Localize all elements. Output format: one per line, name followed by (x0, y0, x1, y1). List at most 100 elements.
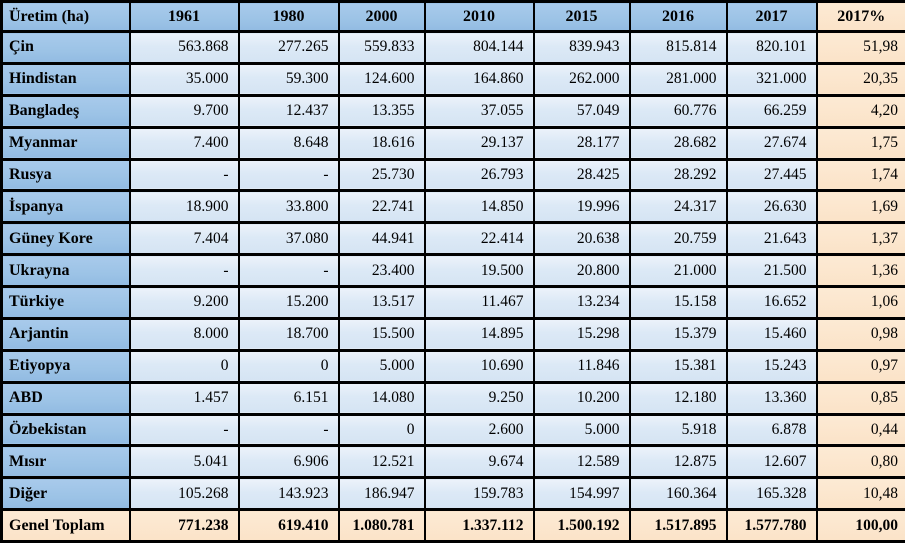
data-cell: 124.600 (337, 61, 426, 97)
data-cell: 35.000 (128, 61, 240, 97)
data-cell: 15.460 (725, 316, 818, 352)
data-cell: 5.918 (628, 412, 728, 448)
data-cell: 321.000 (725, 61, 818, 97)
data-cell: 105.268 (128, 476, 240, 512)
data-cell: 29.137 (423, 125, 535, 161)
percent-cell: 0,85 (815, 380, 905, 416)
data-cell: 21.000 (628, 253, 728, 288)
data-cell: 15.298 (532, 316, 631, 352)
data-cell: 1.080.781 (337, 508, 426, 543)
data-cell: 14.850 (423, 189, 535, 225)
column-header-year: 1980 (237, 0, 340, 33)
percent-cell: 0,98 (815, 316, 905, 352)
data-cell: 37.055 (423, 93, 535, 129)
data-cell: 0 (237, 348, 340, 384)
data-cell: 14.080 (337, 380, 426, 416)
row-label-cell: Çin (0, 30, 131, 65)
data-cell: 11.467 (423, 285, 535, 320)
data-cell: 619.410 (237, 508, 340, 543)
data-cell: 159.783 (423, 476, 535, 512)
table-row: Myanmar 7.400 8.648 18.616 29.137 28.177 28.68… (0, 125, 905, 161)
row-label-cell: Etiyopya (0, 348, 131, 384)
data-cell: - (128, 412, 240, 448)
data-cell: 8.000 (128, 316, 240, 352)
data-cell: 6.151 (237, 380, 340, 416)
data-cell: 143.923 (237, 476, 340, 512)
table-row: Güney Kore 7.404 37.080 44.941 22.414 20.638 2… (0, 221, 905, 257)
header-row: Üretim (ha) 1961 1980 2000 2010 2015 2016 2017 2… (0, 0, 905, 33)
data-cell: 12.589 (532, 444, 631, 480)
data-cell: 15.200 (237, 285, 340, 320)
data-cell: - (237, 157, 340, 193)
data-cell: 44.941 (337, 221, 426, 257)
row-label-cell: Türkiye (0, 285, 131, 320)
data-cell: 839.943 (532, 30, 631, 65)
data-cell: 277.265 (237, 30, 340, 65)
percent-cell: 1,06 (815, 285, 905, 320)
percent-cell: 0,97 (815, 348, 905, 384)
data-cell: 28.177 (532, 125, 631, 161)
data-cell: 18.900 (128, 189, 240, 225)
percent-cell: 1,37 (815, 221, 905, 257)
data-cell: 15.500 (337, 316, 426, 352)
data-cell: 9.700 (128, 93, 240, 129)
table-row: Arjantin 8.000 18.700 15.500 14.895 15.298 15.… (0, 316, 905, 352)
data-cell: 12.437 (237, 93, 340, 129)
data-cell: 0 (337, 412, 426, 448)
data-cell: 20.800 (532, 253, 631, 288)
data-cell: 28.425 (532, 157, 631, 193)
data-cell: 6.878 (725, 412, 818, 448)
percent-cell: 1,69 (815, 189, 905, 225)
column-header-year: 2017 (725, 0, 818, 33)
data-cell: 1.337.112 (423, 508, 535, 543)
table-row: Hindistan 35.000 59.300 124.600 164.860 262.0… (0, 61, 905, 97)
table-row: Ukrayna - -23.400 19.500 20.800 21.000 21.500 1… (0, 253, 905, 288)
table-row: Rusya - -25.730 26.793 28.425 28.292 27.445 1,7… (0, 157, 905, 193)
data-cell: 9.250 (423, 380, 535, 416)
data-cell: 771.238 (128, 508, 240, 543)
data-cell: 1.517.895 (628, 508, 728, 543)
data-cell: 13.517 (337, 285, 426, 320)
table-row: İspanya 18.900 33.800 22.741 14.850 19.996 24.… (0, 189, 905, 225)
data-cell: 21.500 (725, 253, 818, 288)
data-cell: 28.292 (628, 157, 728, 193)
percent-cell: 4,20 (815, 93, 905, 129)
column-header-year: 2015 (532, 0, 631, 33)
data-cell: 19.500 (423, 253, 535, 288)
data-cell: 815.814 (628, 30, 728, 65)
column-header-year: 2010 (423, 0, 535, 33)
percent-cell: 10,48 (815, 476, 905, 512)
data-cell: 12.521 (337, 444, 426, 480)
row-label-cell: Güney Kore (0, 221, 131, 257)
row-label-cell: Özbekistan (0, 412, 131, 448)
data-cell: 0 (128, 348, 240, 384)
data-cell: 1.577.780 (725, 508, 818, 543)
data-cell: 5.041 (128, 444, 240, 480)
data-cell: 12.607 (725, 444, 818, 480)
row-label-cell: Bangladeş (0, 93, 131, 129)
data-cell: 9.674 (423, 444, 535, 480)
data-cell: 10.690 (423, 348, 535, 384)
data-cell: 27.445 (725, 157, 818, 193)
row-label-cell: ABD (0, 380, 131, 416)
data-cell: - (237, 412, 340, 448)
row-label-cell: Ukrayna (0, 253, 131, 288)
data-cell: 6.906 (237, 444, 340, 480)
row-label-cell: Genel Toplam (0, 508, 131, 543)
data-cell: 12.875 (628, 444, 728, 480)
table-row: Özbekistan - -0 2.600 5.000 5.918 6.878 0,44 (0, 412, 905, 448)
data-cell: 14.895 (423, 316, 535, 352)
percent-cell: 100,00 (815, 508, 905, 543)
data-cell: 23.400 (337, 253, 426, 288)
data-cell: 1.500.192 (532, 508, 631, 543)
row-label-cell: Myanmar (0, 125, 131, 161)
data-cell: - (128, 253, 240, 288)
data-cell: 7.404 (128, 221, 240, 257)
total-row: Genel Toplam 771.238 619.410 1.080.781 1.337… (0, 508, 905, 543)
data-cell: 59.300 (237, 61, 340, 97)
data-cell: 33.800 (237, 189, 340, 225)
data-cell: 5.000 (337, 348, 426, 384)
data-cell: 13.360 (725, 380, 818, 416)
data-cell: 820.101 (725, 30, 818, 65)
data-cell: 66.259 (725, 93, 818, 129)
